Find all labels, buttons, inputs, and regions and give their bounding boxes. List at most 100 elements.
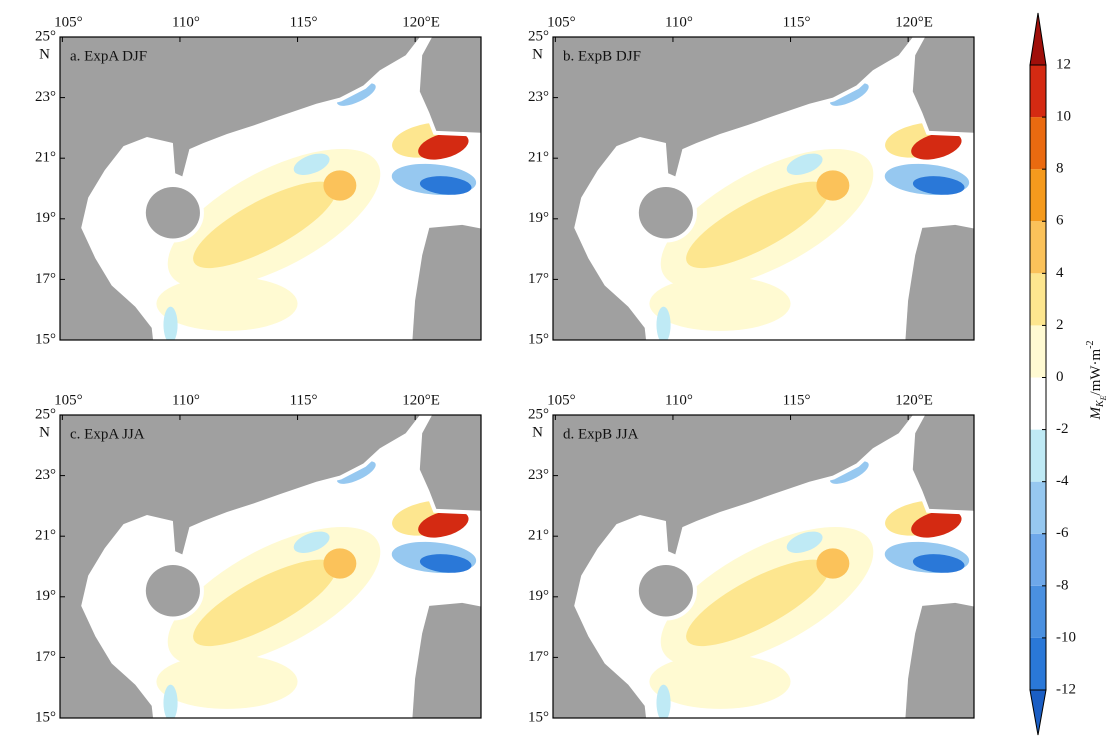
- label-unit: /mW·m: [1088, 348, 1104, 395]
- x-tick-label: 105°: [54, 14, 83, 30]
- land: [408, 220, 481, 340]
- colorbar-bin: [1030, 481, 1046, 534]
- colorbar-tick-label: -8: [1056, 577, 1069, 593]
- y-tick-label: 21°: [35, 150, 56, 166]
- north-label: N: [532, 424, 543, 440]
- label-subscript: K: [1095, 399, 1106, 408]
- label-exponent: -2: [1085, 340, 1096, 348]
- y-tick-label: 25°: [528, 406, 549, 422]
- y-tick-label: 17°: [528, 271, 549, 287]
- colorbar-bin: [1030, 429, 1046, 482]
- panel-frame: [59, 414, 482, 719]
- y-tick-label: 23°: [528, 467, 549, 483]
- field-patch: [419, 176, 472, 195]
- y-tick-label: 21°: [35, 528, 56, 544]
- y-tick-label: 15°: [35, 331, 56, 347]
- colorbar-tick-label: 0: [1056, 369, 1064, 385]
- y-tick-label: 19°: [35, 210, 56, 226]
- x-tick-label: 120°E: [402, 392, 440, 408]
- field-patch: [336, 83, 376, 106]
- land: [60, 37, 425, 340]
- field-patch: [816, 170, 850, 201]
- land: [634, 182, 697, 243]
- y-tick-label: 17°: [35, 271, 56, 287]
- field-patch: [649, 654, 791, 709]
- field-patch: [336, 461, 376, 484]
- land: [141, 560, 204, 621]
- field-patch: [912, 176, 965, 195]
- land: [141, 182, 204, 243]
- colorbar-bin: [1030, 221, 1046, 274]
- x-tick-label: 105°: [547, 392, 576, 408]
- field-patch: [193, 559, 337, 647]
- colorbar-bin: [1030, 533, 1046, 586]
- x-tick-label: 110°: [172, 14, 200, 30]
- land: [415, 415, 481, 515]
- land: [901, 220, 974, 340]
- map-panel: b. ExpB DJF 105° 110° 115° 120°E 25° 23° 21° 19°…: [528, 14, 975, 347]
- colorbar-tick-label: 4: [1056, 265, 1064, 281]
- field-patch: [293, 531, 330, 553]
- colorbar-bin: [1030, 377, 1046, 430]
- map-body: [60, 37, 481, 340]
- map-body: [553, 37, 974, 340]
- y-tick-label: 15°: [528, 331, 549, 347]
- field-patch: [656, 306, 671, 340]
- field-patch: [816, 548, 850, 579]
- y-tick-label: 23°: [35, 89, 56, 105]
- y-tick-label: 25°: [35, 406, 56, 422]
- field-patch: [293, 153, 330, 175]
- field-patch: [786, 153, 823, 175]
- y-tick-label: 15°: [35, 709, 56, 725]
- colorbar-bin: [1030, 273, 1046, 326]
- panel-label: d. ExpB JJA: [563, 426, 639, 442]
- land: [408, 598, 481, 718]
- y-tick-label: 19°: [35, 588, 56, 604]
- colorbar-tick-label: -12: [1056, 681, 1076, 697]
- land: [908, 415, 974, 515]
- colorbar-extend-low: [1029, 689, 1047, 736]
- colorbar-tick-label: -4: [1056, 473, 1069, 489]
- land: [415, 37, 481, 137]
- y-tick-label: 17°: [35, 649, 56, 665]
- label-subsubscript: E: [1099, 395, 1108, 401]
- y-tick-label: 23°: [35, 467, 56, 483]
- y-tick-label: 21°: [528, 150, 549, 166]
- panel-label: b. ExpB DJF: [563, 48, 641, 64]
- land: [553, 37, 918, 340]
- field-patch: [419, 554, 472, 573]
- field-patch: [418, 510, 469, 538]
- x-tick-label: 115°: [290, 14, 318, 30]
- y-tick-label: 23°: [528, 89, 549, 105]
- colorbar-bin: [1030, 117, 1046, 170]
- colorbar-bin: [1030, 169, 1046, 222]
- x-tick-label: 120°E: [402, 14, 440, 30]
- y-tick-label: 19°: [528, 210, 549, 226]
- panel-frame: [59, 36, 482, 341]
- land: [634, 560, 697, 621]
- y-tick-label: 17°: [528, 649, 549, 665]
- north-label: N: [532, 46, 543, 62]
- land: [553, 415, 918, 718]
- colorbar-tick-label: 6: [1056, 213, 1064, 229]
- field-patch: [156, 654, 298, 709]
- field-patch: [911, 132, 962, 160]
- y-tick-label: 19°: [528, 588, 549, 604]
- north-label: N: [39, 46, 50, 62]
- field-patch: [323, 548, 357, 579]
- x-tick-label: 115°: [783, 14, 811, 30]
- y-tick-label: 15°: [528, 709, 549, 725]
- field-patch: [418, 132, 469, 160]
- field-patch: [829, 83, 869, 106]
- x-tick-label: 110°: [172, 392, 200, 408]
- colorbar-tick-label: 10: [1056, 109, 1071, 125]
- x-tick-label: 105°: [547, 14, 576, 30]
- colorbar-bin: [1030, 585, 1046, 638]
- land: [60, 415, 425, 718]
- field-patch: [156, 276, 298, 331]
- x-tick-label: 115°: [290, 392, 318, 408]
- colorbar-tick-label: -10: [1056, 629, 1076, 645]
- field-patch: [786, 531, 823, 553]
- field-patch: [193, 181, 337, 269]
